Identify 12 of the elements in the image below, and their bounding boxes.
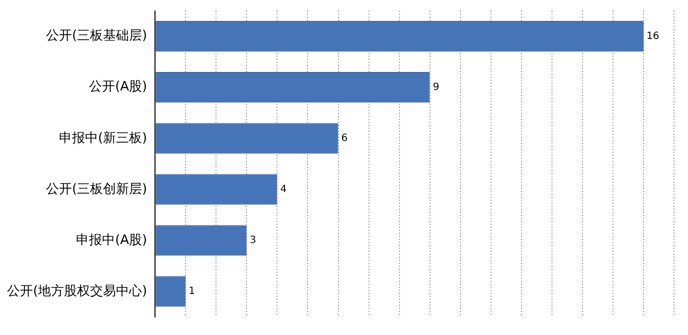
- y-tick-label: 申报中(A股): [76, 232, 148, 248]
- data-label: 3: [250, 235, 256, 246]
- y-tick-label: 公开(地方股权交易中心): [6, 282, 148, 299]
- data-label: 6: [341, 132, 348, 144]
- y-tick-label: 公开(三板创新层): [46, 182, 148, 197]
- y-tick-label: 公开(三板基础层): [46, 28, 148, 44]
- data-label: 1: [188, 286, 196, 298]
- data-label: 9: [432, 82, 440, 93]
- data-label: 4: [280, 184, 287, 196]
- data-label: 16: [646, 30, 660, 42]
- y-tick-label: 申报中(新三板): [58, 130, 148, 146]
- y-tick-label: 公开(A股): [89, 80, 148, 95]
